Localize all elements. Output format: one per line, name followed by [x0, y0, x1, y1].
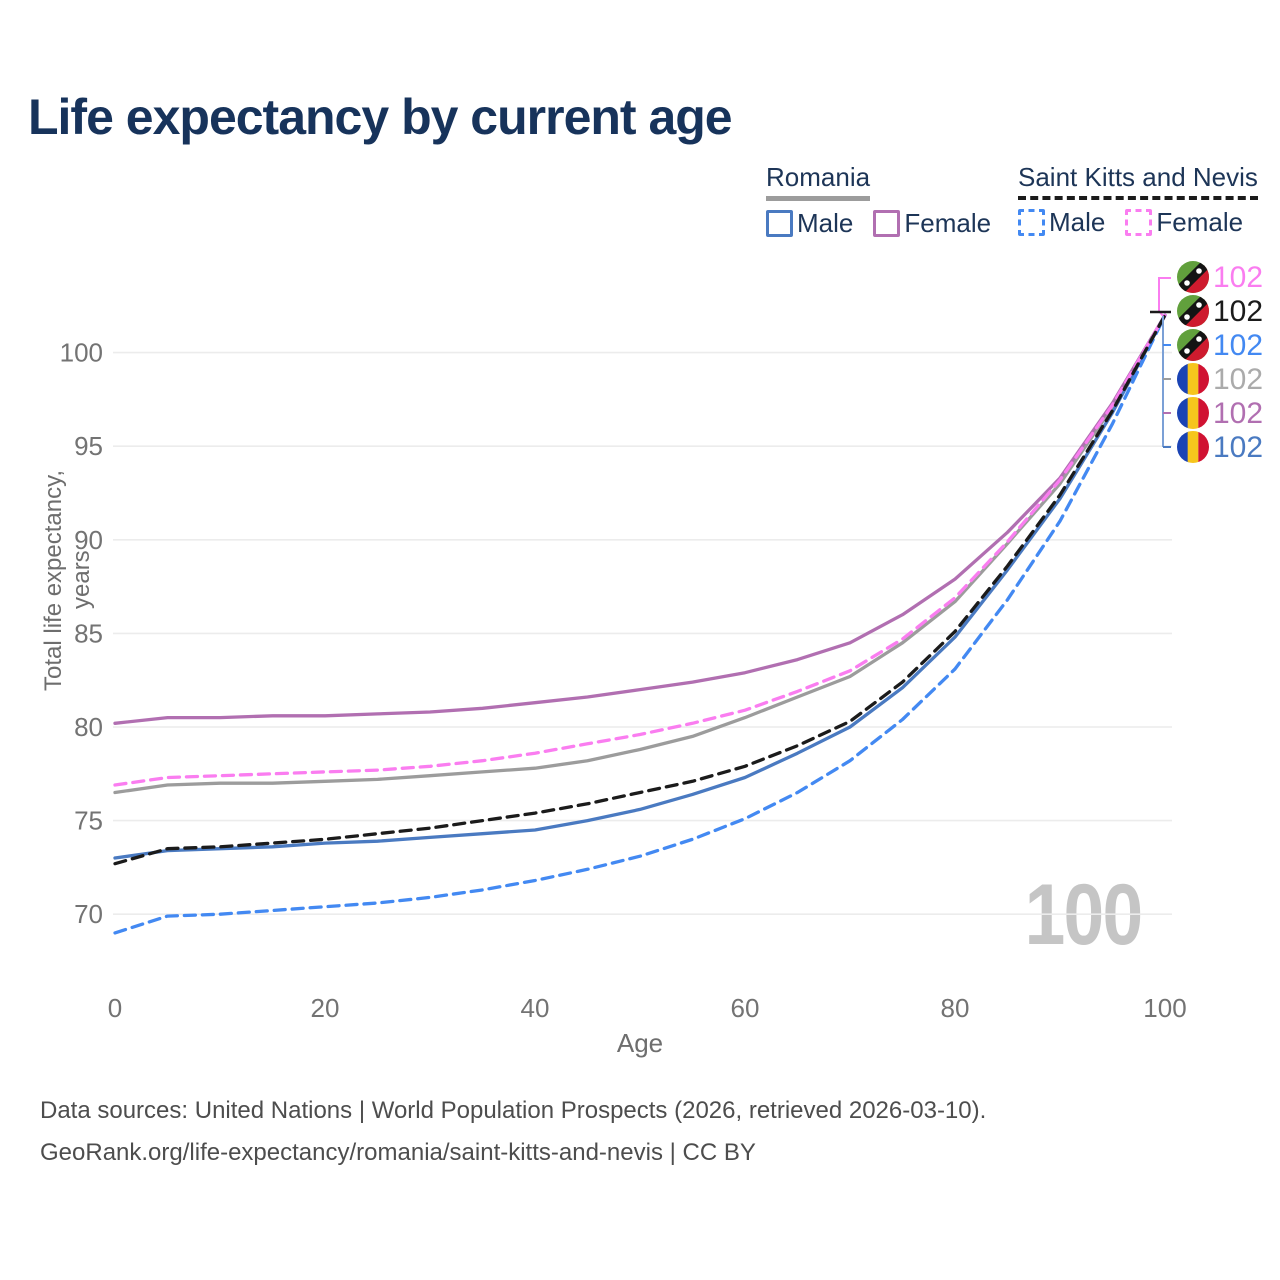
romania-flag-icon [1177, 431, 1209, 463]
x-tick-label: 80 [941, 993, 970, 1023]
saint-kitts-and-nevis-flag-icon [1177, 295, 1209, 327]
series-line-romania-female [113, 313, 1167, 725]
legend-skn-female-label: Female [1156, 207, 1244, 237]
x-tick-label: 40 [521, 993, 550, 1023]
end-label-row-romania-total: 102 [1177, 363, 1263, 396]
legend-romania: Romania Male Female [766, 162, 1011, 239]
end-label-value-romania-female: 102 [1213, 397, 1263, 430]
y-tick-label: 85 [74, 618, 103, 648]
x-axis-title: Age [616, 1028, 664, 1058]
footer-attribution: GeoRank.org/life-expectancy/romania/sain… [40, 1139, 756, 1166]
romania-flag-icon [1177, 397, 1209, 429]
end-label-value-skn-total: 102 [1213, 295, 1263, 328]
series-line-skn-female [113, 313, 1167, 787]
end-label-value-romania-male: 102 [1213, 431, 1263, 464]
x-tick-label: 0 [108, 993, 122, 1023]
romania-flag-icon [1177, 363, 1209, 395]
series-line-skn-total [113, 313, 1167, 866]
end-label-value-skn-female: 102 [1213, 261, 1263, 294]
legend-skn-male[interactable]: Male [1018, 207, 1105, 238]
end-label-row-romania-male: 102 [1177, 431, 1263, 464]
legend-romania-male-label: Male [797, 208, 854, 238]
y-tick-label: 100 [60, 338, 103, 368]
end-label-row-romania-female: 102 [1177, 397, 1263, 430]
y-tick-label: 80 [74, 712, 103, 742]
y-tick-label: 70 [74, 899, 103, 929]
series-line-skn-male [113, 313, 1167, 935]
legend-country-saint-kitts-and-nevis[interactable]: Saint Kitts and Nevis [1018, 162, 1258, 200]
series-line-romania-total [113, 313, 1167, 795]
y-tick-label: 95 [74, 431, 103, 461]
x-tick-label: 60 [731, 993, 760, 1023]
legend-romania-male[interactable]: Male [766, 208, 853, 239]
legend-skn-female[interactable]: Female [1125, 207, 1243, 238]
end-label-row-skn-female: 102 [1177, 261, 1263, 294]
page-title: Life expectancy by current age [28, 89, 733, 145]
x-tick-label: 100 [1143, 993, 1186, 1023]
skn-female-swatch-icon [1125, 209, 1153, 236]
skn-male-swatch-icon [1018, 209, 1045, 236]
footer-data-sources: Data sources: United Nations | World Pop… [40, 1097, 987, 1124]
legend-skn-male-label: Male [1049, 207, 1106, 237]
legend-country-romania[interactable]: Romania [766, 162, 871, 201]
end-label-value-romania-total: 102 [1213, 363, 1263, 396]
end-label-row-skn-male: 102 [1177, 329, 1263, 362]
saint-kitts-and-nevis-flag-icon [1177, 329, 1209, 361]
saint-kitts-and-nevis-flag-icon [1177, 261, 1209, 293]
end-label-value-skn-male: 102 [1213, 329, 1263, 362]
legend-romania-female[interactable]: Female [873, 208, 991, 239]
end-label-row-skn-total: 102 [1177, 295, 1263, 328]
connector-skn-female [1158, 277, 1171, 317]
series-line-romania-male [113, 313, 1167, 860]
legend-romania-female-label: Female [904, 208, 992, 238]
y-tick-label: 90 [74, 525, 103, 555]
romania-female-swatch-icon [873, 210, 901, 237]
romania-male-swatch-icon [766, 210, 793, 237]
y-tick-label: 75 [74, 806, 103, 836]
legend-saint-kitts-and-nevis: Saint Kitts and Nevis Male Female [1018, 162, 1263, 238]
x-tick-label: 20 [311, 993, 340, 1023]
